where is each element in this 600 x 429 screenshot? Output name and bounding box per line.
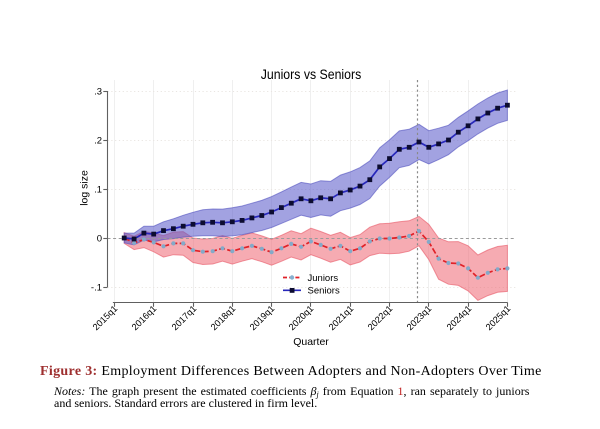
svg-text:2022q1: 2022q1 <box>366 303 395 332</box>
svg-text:Seniors: Seniors <box>308 286 340 297</box>
svg-text:2020q1: 2020q1 <box>287 303 316 332</box>
svg-text:2025q1: 2025q1 <box>484 303 513 332</box>
svg-text:Quarter: Quarter <box>293 336 329 348</box>
svg-text:2018q1: 2018q1 <box>209 303 238 332</box>
svg-text:Juniors vs Seniors: Juniors vs Seniors <box>261 66 362 82</box>
svg-text:Juniors: Juniors <box>308 273 339 284</box>
svg-text:2021q1: 2021q1 <box>327 303 356 332</box>
svg-text:log size: log size <box>79 170 91 206</box>
svg-text:0: 0 <box>97 234 102 245</box>
svg-text:2024q1: 2024q1 <box>445 303 474 332</box>
svg-text:2019q1: 2019q1 <box>248 303 277 332</box>
svg-text:.2: .2 <box>94 136 102 147</box>
svg-text:2023q1: 2023q1 <box>405 303 434 332</box>
svg-text:2016q1: 2016q1 <box>130 303 159 332</box>
svg-text:2017q1: 2017q1 <box>170 303 199 332</box>
svg-text:.3: .3 <box>94 87 102 98</box>
svg-text:-.1: -.1 <box>91 283 102 294</box>
svg-text:.1: .1 <box>94 185 102 196</box>
svg-text:2015q1: 2015q1 <box>91 303 120 332</box>
